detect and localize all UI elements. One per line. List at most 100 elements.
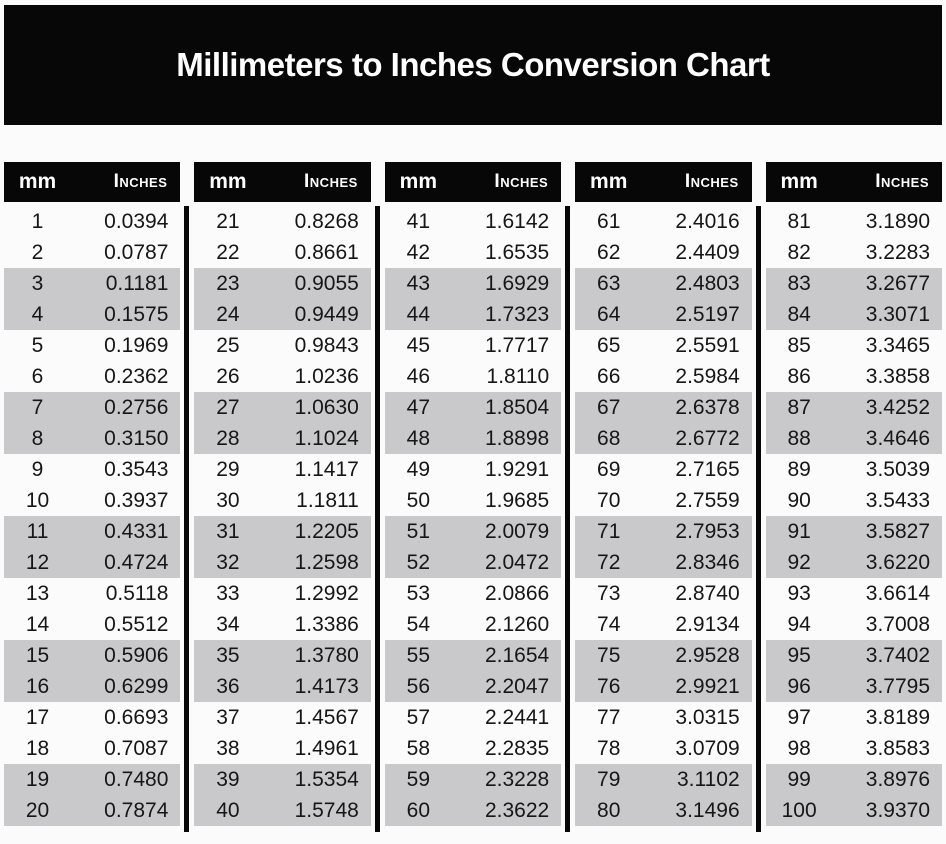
table-row: 17 0.6693 bbox=[4, 702, 180, 733]
mm-value: 82 bbox=[787, 240, 811, 264]
inches-value: 2.6772 bbox=[675, 426, 740, 450]
table-row: 90 3.5433 bbox=[766, 485, 942, 516]
inches-value: 2.7559 bbox=[675, 488, 740, 512]
inches-value: 3.3858 bbox=[865, 364, 931, 388]
mm-value: 86 bbox=[787, 364, 811, 388]
mm-value: 5 bbox=[31, 333, 44, 357]
mm-header-label: mm bbox=[590, 170, 628, 193]
mm-value: 32 bbox=[216, 550, 240, 574]
mm-value: 92 bbox=[787, 550, 811, 574]
table-row: 18 0.7087 bbox=[4, 733, 180, 764]
mm-value: 35 bbox=[216, 643, 240, 667]
inches-value: 2.7165 bbox=[675, 457, 740, 481]
mm-value: 78 bbox=[597, 736, 621, 760]
mm-value: 13 bbox=[25, 581, 50, 605]
table-row: 54 2.1260 bbox=[385, 609, 561, 640]
inches-value: 3.5433 bbox=[865, 488, 931, 512]
inches-value: 3.5827 bbox=[865, 519, 931, 543]
mm-value: 22 bbox=[216, 240, 240, 264]
mm-value: 42 bbox=[406, 240, 430, 264]
inches-value: 2.4016 bbox=[675, 209, 740, 233]
inches-value: 1.7323 bbox=[484, 302, 550, 326]
table-row: 48 1.8898 bbox=[384, 423, 562, 454]
inches-value: 0.0787 bbox=[104, 240, 169, 264]
title-bar: Millimeters to Inches Conversion Chart bbox=[4, 5, 942, 125]
table-row: 98 3.8583 bbox=[766, 733, 942, 764]
table-row: 55 2.1654 bbox=[384, 640, 562, 671]
table-row: 50 1.9685 bbox=[385, 485, 561, 516]
table-row: 51 2.0079 bbox=[384, 516, 562, 547]
table-row: 25 0.9843 bbox=[194, 330, 370, 361]
mm-value: 99 bbox=[787, 767, 811, 791]
table-row: 20 0.7874 bbox=[4, 795, 181, 826]
mm-value: 76 bbox=[597, 674, 621, 698]
mm-value: 25 bbox=[216, 333, 240, 357]
table-row: 64 2.5197 bbox=[575, 299, 752, 330]
conversion-chart-page: Millimeters to Inches Conversion Chart m… bbox=[0, 5, 946, 832]
inches-value: 2.1260 bbox=[484, 612, 550, 636]
mm-value: 89 bbox=[787, 457, 811, 481]
table-row: 74 2.9134 bbox=[575, 609, 751, 640]
inches-value: 2.0079 bbox=[484, 519, 550, 543]
mm-header-label: mm bbox=[399, 170, 437, 193]
mm-value: 3 bbox=[31, 271, 44, 295]
table-row: 95 3.7402 bbox=[765, 640, 943, 671]
table-row: 70 2.7559 bbox=[575, 485, 751, 516]
inches-value: 3.6614 bbox=[865, 581, 931, 605]
table-row: 32 1.2598 bbox=[194, 547, 371, 578]
inches-header-label: Inches bbox=[113, 171, 168, 192]
mm-value: 50 bbox=[406, 488, 430, 512]
mm-value: 16 bbox=[25, 674, 50, 698]
mm-value: 18 bbox=[25, 736, 50, 760]
column-gap bbox=[371, 162, 385, 832]
inches-value: 1.8898 bbox=[484, 426, 550, 450]
mm-value: 46 bbox=[406, 364, 430, 388]
mm-value: 45 bbox=[406, 333, 430, 357]
inches-value: 1.4567 bbox=[294, 705, 359, 729]
mm-value: 60 bbox=[406, 798, 430, 822]
mm-value: 23 bbox=[216, 271, 240, 295]
inches-value: 3.4646 bbox=[865, 426, 931, 450]
inches-header-label: Inches bbox=[684, 171, 739, 192]
inches-value: 0.5118 bbox=[105, 581, 169, 605]
inches-value: 0.5512 bbox=[104, 612, 169, 636]
inches-value: 0.1969 bbox=[104, 333, 169, 357]
inches-value: 3.4252 bbox=[865, 395, 931, 419]
inches-header-label: Inches bbox=[304, 171, 358, 192]
mm-value: 98 bbox=[787, 736, 811, 760]
mm-value: 51 bbox=[406, 519, 430, 543]
inches-value: 0.7874 bbox=[104, 798, 169, 822]
mm-value: 40 bbox=[216, 798, 240, 822]
mm-value: 29 bbox=[216, 457, 240, 481]
inches-value: 0.2756 bbox=[104, 395, 169, 419]
inches-value: 3.1496 bbox=[675, 798, 740, 822]
table-row: 24 0.9449 bbox=[194, 299, 371, 330]
inches-value: 1.1811 bbox=[296, 488, 359, 512]
table-rows: 21 0.8268 22 0.8661 23 0.9055 24 0.9449 25 0.9843… bbox=[194, 206, 371, 826]
inches-value: 1.2992 bbox=[294, 581, 359, 605]
table-row: 60 2.3622 bbox=[384, 795, 562, 826]
inches-value: 3.9370 bbox=[865, 798, 931, 822]
table-row: 41 1.6142 bbox=[385, 206, 561, 237]
inches-value: 0.3150 bbox=[104, 426, 169, 450]
table-row: 30 1.1811 bbox=[194, 485, 370, 516]
inches-value: 2.5591 bbox=[675, 333, 740, 357]
table-row: 75 2.9528 bbox=[575, 640, 752, 671]
mm-value: 1 bbox=[31, 209, 44, 233]
column-gap bbox=[561, 162, 575, 832]
inches-value: 1.8504 bbox=[484, 395, 550, 419]
mm-value: 39 bbox=[216, 767, 240, 791]
inches-value: 2.0866 bbox=[484, 581, 550, 605]
table-row: 22 0.8661 bbox=[194, 237, 370, 268]
table-row: 19 0.7480 bbox=[4, 764, 181, 795]
table-row: 59 2.3228 bbox=[384, 764, 562, 795]
table-row: 36 1.4173 bbox=[194, 671, 371, 702]
table-column-header: mm Inches bbox=[384, 162, 562, 202]
inches-value: 2.5197 bbox=[675, 302, 740, 326]
inches-value: 0.6693 bbox=[104, 705, 169, 729]
table-row: 39 1.5354 bbox=[194, 764, 371, 795]
mm-value: 72 bbox=[597, 550, 621, 574]
table-row: 47 1.8504 bbox=[384, 392, 562, 423]
table-row: 49 1.9291 bbox=[385, 454, 561, 485]
mm-value: 8 bbox=[31, 426, 44, 450]
